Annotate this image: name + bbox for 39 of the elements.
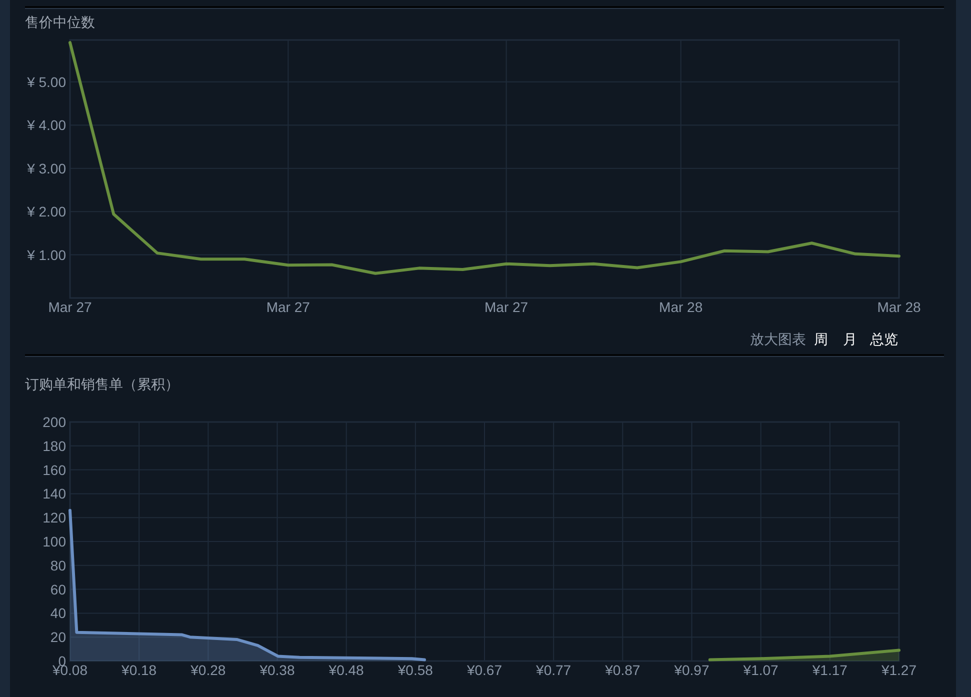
x-tick-label: ¥1.07: [742, 662, 779, 678]
y-tick-label: 200: [42, 414, 66, 430]
y-tick-label: 160: [42, 462, 66, 478]
text: 总览: [869, 332, 898, 348]
x-tick-label: ¥0.48: [328, 662, 364, 678]
x-tick-label: Mar 28: [877, 299, 921, 315]
x-tick-label: ¥1.17: [811, 662, 848, 678]
y-tick-label: 100: [42, 534, 66, 550]
x-tick-label: ¥0.18: [120, 662, 157, 678]
x-tick-label: ¥0.87: [604, 662, 640, 678]
x-tick-label: Mar 27: [266, 299, 310, 315]
y-tick-label: 140: [42, 486, 66, 502]
y-tick-label: ¥ 5.00: [26, 74, 66, 90]
text: 月: [843, 332, 857, 348]
y-tick-label: 20: [50, 629, 66, 646]
x-tick-label: Mar 27: [48, 299, 92, 315]
line-series: [68, 41, 900, 275]
y-tick-label: 40: [50, 605, 66, 622]
chart-title: 订购单和销售单（累积）: [25, 377, 179, 393]
y-tick-label: ¥ 3.00: [26, 160, 66, 176]
text: 放大图表: [750, 332, 806, 348]
y-tick-label: 120: [42, 510, 66, 526]
y-tick-label: ¥ 4.00: [26, 117, 66, 134]
y-tick-label: 60: [50, 581, 66, 598]
x-tick-label: ¥0.28: [190, 662, 226, 678]
x-tick-label: Mar 28: [659, 299, 703, 315]
x-tick-label: ¥0.77: [535, 662, 572, 678]
x-tick-label: ¥0.97: [673, 662, 710, 678]
y-tick-label: 180: [42, 438, 66, 454]
x-tick-label: ¥0.67: [466, 662, 502, 678]
y-tick-label: 80: [50, 557, 66, 574]
x-tick-label: ¥0.58: [396, 662, 434, 678]
chart-title: 售价中位数: [25, 15, 95, 31]
y-tick-label: ¥ 2.00: [26, 204, 66, 220]
y-tick-label: ¥ 1.00: [26, 246, 66, 263]
x-tick-label: ¥0.38: [258, 662, 295, 678]
text: 周: [814, 332, 828, 348]
x-tick-label: Mar 27: [484, 299, 528, 315]
x-tick-label: ¥1.27: [880, 662, 917, 678]
